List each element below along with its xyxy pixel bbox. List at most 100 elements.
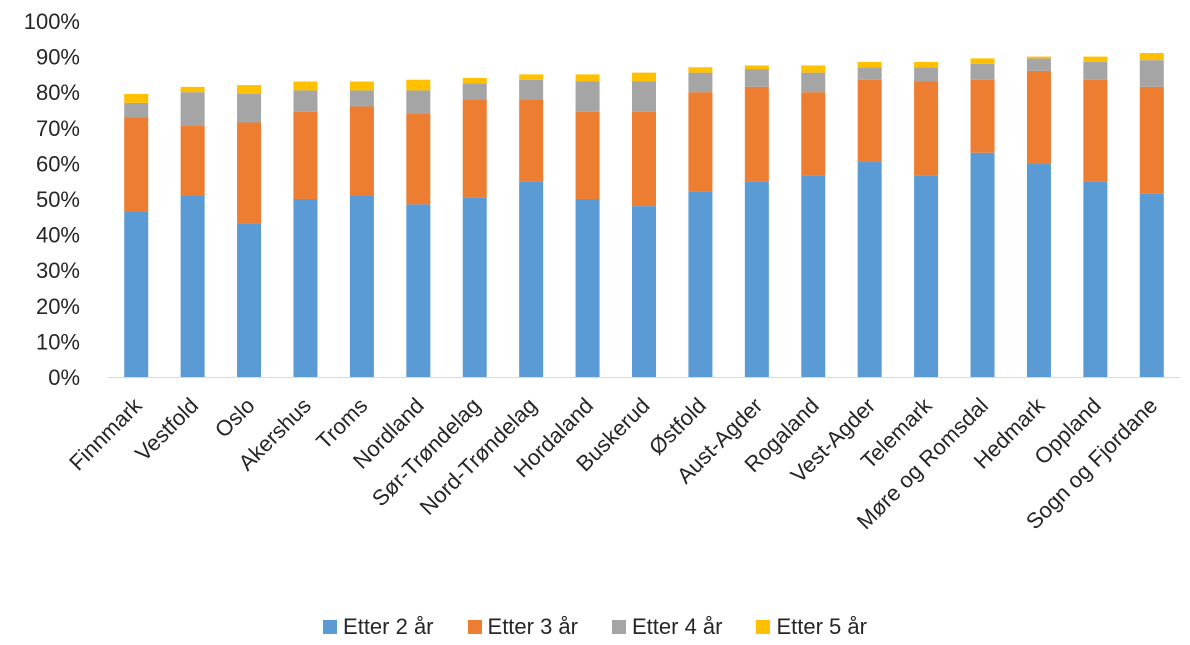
bar-segment-4-ar [293,90,318,112]
bar-segment-2-ar [1026,163,1051,377]
bars [124,53,1164,377]
bar-segment-4-ar [970,63,995,80]
bar-segment-5-ar [462,77,487,84]
legend-label-etter-4: Etter 4 år [632,614,723,639]
bar-segment-5-ar [1083,56,1108,62]
legend-label-etter-5: Etter 5 år [776,614,867,639]
bar-segment-3-ar [575,111,600,199]
bar-segment-5-ar [688,67,713,73]
bar-segment-2-ar [237,223,262,377]
bar-segment-4-ar [237,93,262,123]
bar-segment-5-ar [744,65,769,70]
bar-segment-2-ar [349,195,374,377]
bar-segment-2-ar [1083,181,1108,377]
bar-segment-2-ar [293,199,318,377]
y-tick-label: 60% [36,151,80,176]
legend-item-etter-5: Etter 5 år [756,614,867,640]
bar-segment-4-ar [406,90,431,114]
bar-segment-3-ar [349,106,374,196]
bar-segment-5-ar [406,79,431,91]
bar-segment-3-ar [801,92,826,176]
bar-segment-2-ar [575,199,600,377]
bar-segment-5-ar [124,93,149,103]
bar-segment-4-ar [349,90,374,107]
bar-segment-4-ar [914,67,939,82]
bar-segment-2-ar [801,175,826,377]
bar-segment-4-ar [180,92,205,127]
legend-item-etter-4: Etter 4 år [612,614,722,640]
bar-segment-4-ar [575,81,600,112]
bar-segment-5-ar [1139,53,1164,61]
legend-label-etter-3: Etter 3 år [487,614,578,639]
legend-swatch-etter-3 [467,620,482,634]
bar-segment-3-ar [857,79,882,162]
bar-segment-5-ar [857,61,882,68]
y-tick-label: 40% [36,223,80,248]
bar-segment-4-ar [801,72,826,93]
bar-segment-3-ar [632,111,656,207]
bar-segment-4-ar [462,83,487,100]
bar-segment-3-ar [519,99,544,182]
y-tick-label: 100% [24,9,80,34]
bar-segment-5-ar [237,85,262,94]
y-tick-label: 30% [36,258,80,283]
bar-segment-5-ar [293,81,318,91]
bar-segment-4-ar [688,72,713,93]
bar-segment-3-ar [914,81,939,176]
bar-segment-5-ar [970,58,995,64]
x-category-label: Vestfold [130,393,203,466]
bar-segment-5-ar [632,72,656,82]
bar-segment-2-ar [970,152,995,377]
bar-segment-5-ar [180,86,205,93]
legend-swatch-etter-5 [756,620,771,634]
bar-segment-3-ar [1139,86,1164,194]
bar-segment-4-ar [124,102,149,118]
bar-segment-4-ar [1083,61,1108,80]
legend-swatch-etter-2 [323,620,338,634]
bar-segment-3-ar [744,86,769,182]
bar-segment-2-ar [462,197,487,377]
bar-segment-2-ar [857,161,882,377]
bar-segment-3-ar [406,113,431,205]
bar-segment-3-ar [462,99,487,198]
legend-item-etter-3: Etter 3 år [467,614,578,640]
legend-swatch-etter-4 [612,620,626,634]
y-tick-label: 10% [36,329,80,354]
bar-segment-2-ar [124,211,149,377]
bar-segment-2-ar [1139,193,1164,377]
bar-segment-5-ar [349,81,374,91]
y-tick-label: 80% [36,80,80,105]
y-tick-label: 0% [48,365,80,390]
bar-segment-3-ar [237,122,262,224]
x-category-label: Oslo [210,393,260,443]
bar-segment-3-ar [293,111,318,199]
bar-segment-3-ar [124,117,149,212]
bar-segment-4-ar [1139,60,1164,87]
bar-segment-2-ar [519,181,544,377]
bar-segment-3-ar [1083,79,1108,182]
bar-segment-5-ar [914,61,939,68]
bar-segment-5-ar [519,74,544,80]
x-category-label: Finnmark [64,392,147,475]
bar-segment-4-ar [857,67,882,80]
bar-segment-2-ar [406,204,431,377]
bar-segment-4-ar [519,79,544,100]
legend: Etter 2 år Etter 3 år Etter 4 år Etter 5… [0,614,1190,640]
bar-segment-4-ar [632,81,656,112]
bar-segment-2-ar [744,181,769,377]
bar-segment-2-ar [688,191,713,377]
bar-segment-5-ar [575,74,600,82]
bar-segment-3-ar [180,126,205,196]
bar-segment-3-ar [688,92,713,192]
bar-segment-2-ar [914,175,939,377]
bar-segment-5-ar [801,65,826,73]
bar-segment-5-ar [1026,56,1051,59]
bar-segment-2-ar [632,206,656,377]
legend-label-etter-2: Etter 2 år [343,614,434,639]
bar-segment-4-ar [1026,58,1051,71]
bar-segment-3-ar [970,79,995,153]
y-axis: 0% 10% 20% 30% 40% 50% 60% 70% 80% 90% 100% [24,9,1180,390]
bar-segment-3-ar [1026,70,1051,164]
y-tick-label: 20% [36,294,80,319]
